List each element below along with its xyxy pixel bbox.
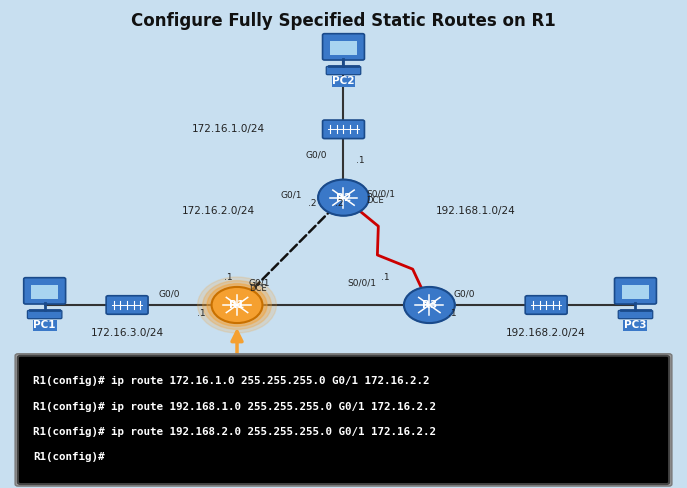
Circle shape [404, 287, 455, 323]
Text: R1: R1 [229, 300, 245, 310]
Circle shape [198, 277, 276, 333]
FancyBboxPatch shape [23, 278, 65, 304]
Text: S0/0/1: S0/0/1 [348, 278, 376, 287]
FancyBboxPatch shape [322, 120, 364, 139]
Text: .1: .1 [381, 273, 390, 282]
FancyBboxPatch shape [15, 354, 672, 486]
Text: R1(config)# ip route 192.168.2.0 255.255.255.0 G0/1 172.16.2.2: R1(config)# ip route 192.168.2.0 255.255… [33, 427, 436, 437]
FancyBboxPatch shape [618, 310, 653, 319]
FancyBboxPatch shape [18, 356, 669, 484]
Bar [622, 285, 649, 299]
Text: 172.16.3.0/24: 172.16.3.0/24 [91, 328, 164, 338]
Text: .1: .1 [448, 309, 457, 318]
Circle shape [212, 287, 262, 323]
FancyBboxPatch shape [27, 310, 62, 319]
Text: PC2: PC2 [333, 77, 354, 86]
Text: R1(config)# ip route 172.16.1.0 255.255.255.0 G0/1 172.16.2.2: R1(config)# ip route 172.16.1.0 255.255.… [33, 376, 429, 386]
Text: .1: .1 [356, 156, 365, 165]
Text: R2: R2 [336, 193, 351, 203]
Text: PC3: PC3 [624, 321, 646, 330]
Bar [330, 41, 357, 55]
Text: 192.168.2.0/24: 192.168.2.0/24 [506, 328, 586, 338]
Text: DCE: DCE [249, 285, 267, 293]
Text: .1: .1 [223, 273, 232, 282]
Circle shape [207, 284, 267, 326]
Text: R1(config)# ip route 192.168.1.0 255.255.255.0 G0/1 172.16.2.2: R1(config)# ip route 192.168.1.0 255.255… [33, 402, 436, 412]
Text: G0/0: G0/0 [159, 289, 180, 298]
Text: Configure Fully Specified Static Routes on R1: Configure Fully Specified Static Routes … [131, 12, 556, 30]
Text: G0/1: G0/1 [249, 278, 270, 287]
FancyBboxPatch shape [326, 66, 361, 75]
Text: 172.16.1.0/24: 172.16.1.0/24 [192, 124, 264, 134]
Text: .1: .1 [197, 309, 206, 318]
FancyBboxPatch shape [614, 278, 656, 304]
Circle shape [318, 180, 369, 216]
Circle shape [203, 281, 271, 329]
Text: 192.168.1.0/24: 192.168.1.0/24 [436, 206, 516, 216]
Text: 172.16.2.0/24: 172.16.2.0/24 [182, 206, 255, 216]
Text: PC1: PC1 [34, 321, 56, 330]
FancyBboxPatch shape [106, 296, 148, 314]
Text: G0/0: G0/0 [453, 289, 475, 298]
Text: G0/1: G0/1 [281, 191, 302, 200]
FancyBboxPatch shape [322, 34, 364, 60]
Bar [31, 285, 58, 299]
Text: .2: .2 [308, 200, 316, 208]
Text: .2: .2 [335, 200, 344, 208]
Text: DCE: DCE [366, 196, 384, 205]
Text: G0/0: G0/0 [306, 151, 327, 160]
FancyBboxPatch shape [526, 296, 567, 314]
Text: R3: R3 [422, 300, 437, 310]
Text: R1(config)#: R1(config)# [33, 452, 104, 463]
Text: S0/0/1: S0/0/1 [366, 190, 395, 199]
